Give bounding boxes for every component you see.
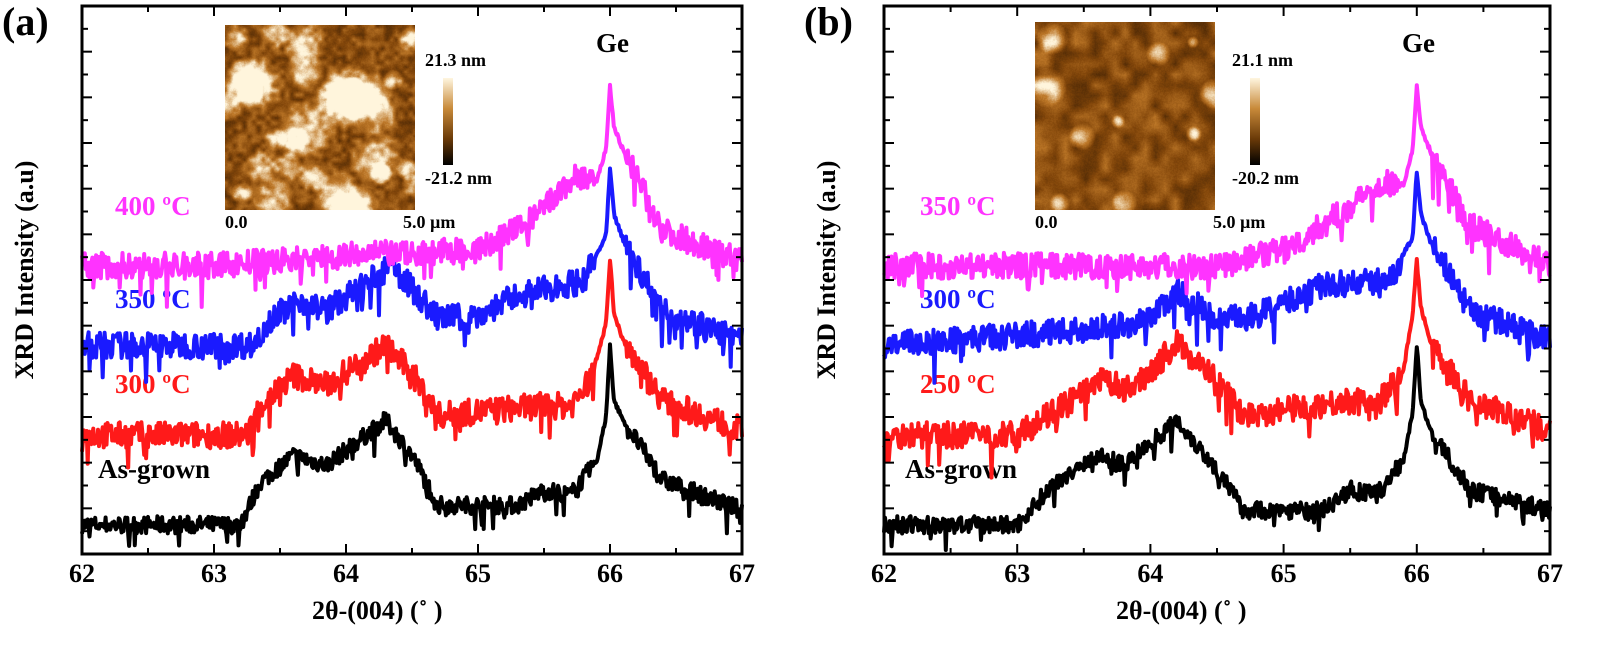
ge-peak-label: Ge (1402, 28, 1435, 58)
x-tick-label: 66 (597, 559, 623, 588)
series-label: 350 ºC (920, 191, 996, 221)
series-label: 300 ºC (920, 284, 996, 314)
ge-peak-label: Ge (596, 28, 629, 58)
x-tick-label: 62 (871, 559, 897, 588)
x-axis-title: 2θ-(004) (˚ ) (1116, 596, 1247, 625)
x-tick-label: 65 (465, 559, 491, 588)
series-label: As-grown (98, 454, 210, 484)
x-tick-label: 64 (333, 559, 359, 588)
x-tick-label: 66 (1404, 559, 1430, 588)
series-line-as-grown (80, 342, 744, 548)
panel-label: (a) (2, 0, 49, 44)
afm-inset-image (225, 25, 415, 210)
series-label: 250 ºC (920, 369, 996, 399)
x-tick-label: 67 (1537, 559, 1563, 588)
x-axis-title: 2θ-(004) (˚ ) (312, 596, 443, 625)
panel-a: (a) XRD Intensity (a.u) 2θ-(004) (˚ ) Ge… (2, 0, 755, 625)
x-tick-label: 67 (729, 559, 755, 588)
series-line-300-c (80, 258, 744, 470)
series-label: 300 ºC (115, 369, 191, 399)
colorbar-max-label: 21.1 nm (1232, 50, 1294, 70)
colorbar-max-label: 21.3 nm (425, 50, 487, 70)
series-line-250-c (882, 257, 1552, 480)
colorbar-min-label: -20.2 nm (1232, 168, 1299, 188)
series-line-350-c (80, 166, 744, 384)
colorbar-min-label: -21.2 nm (425, 168, 492, 188)
inset-axis-end: 5.0 µm (1213, 212, 1266, 232)
x-tick-label: 63 (1004, 559, 1030, 588)
x-tick-label: 65 (1271, 559, 1297, 588)
series-label: 400 ºC (115, 191, 191, 221)
x-tick-label: 63 (201, 559, 227, 588)
inset-axis-start: 0.0 (225, 212, 248, 232)
series-line-300-c (882, 170, 1552, 385)
series-line-400-c (80, 82, 744, 309)
panel-label: (b) (804, 0, 853, 44)
inset-axis-end: 5.0 µm (403, 212, 456, 232)
series-label: As-grown (905, 454, 1017, 484)
afm-inset-image (1035, 22, 1215, 210)
x-tick-label: 62 (69, 559, 95, 588)
inset-axis-start: 0.0 (1035, 212, 1058, 232)
series-line-as-grown (882, 345, 1552, 552)
series-line-350-c (882, 83, 1552, 299)
afm-colorbar (1250, 78, 1260, 165)
x-tick-label: 64 (1137, 559, 1163, 588)
afm-colorbar (443, 78, 453, 165)
